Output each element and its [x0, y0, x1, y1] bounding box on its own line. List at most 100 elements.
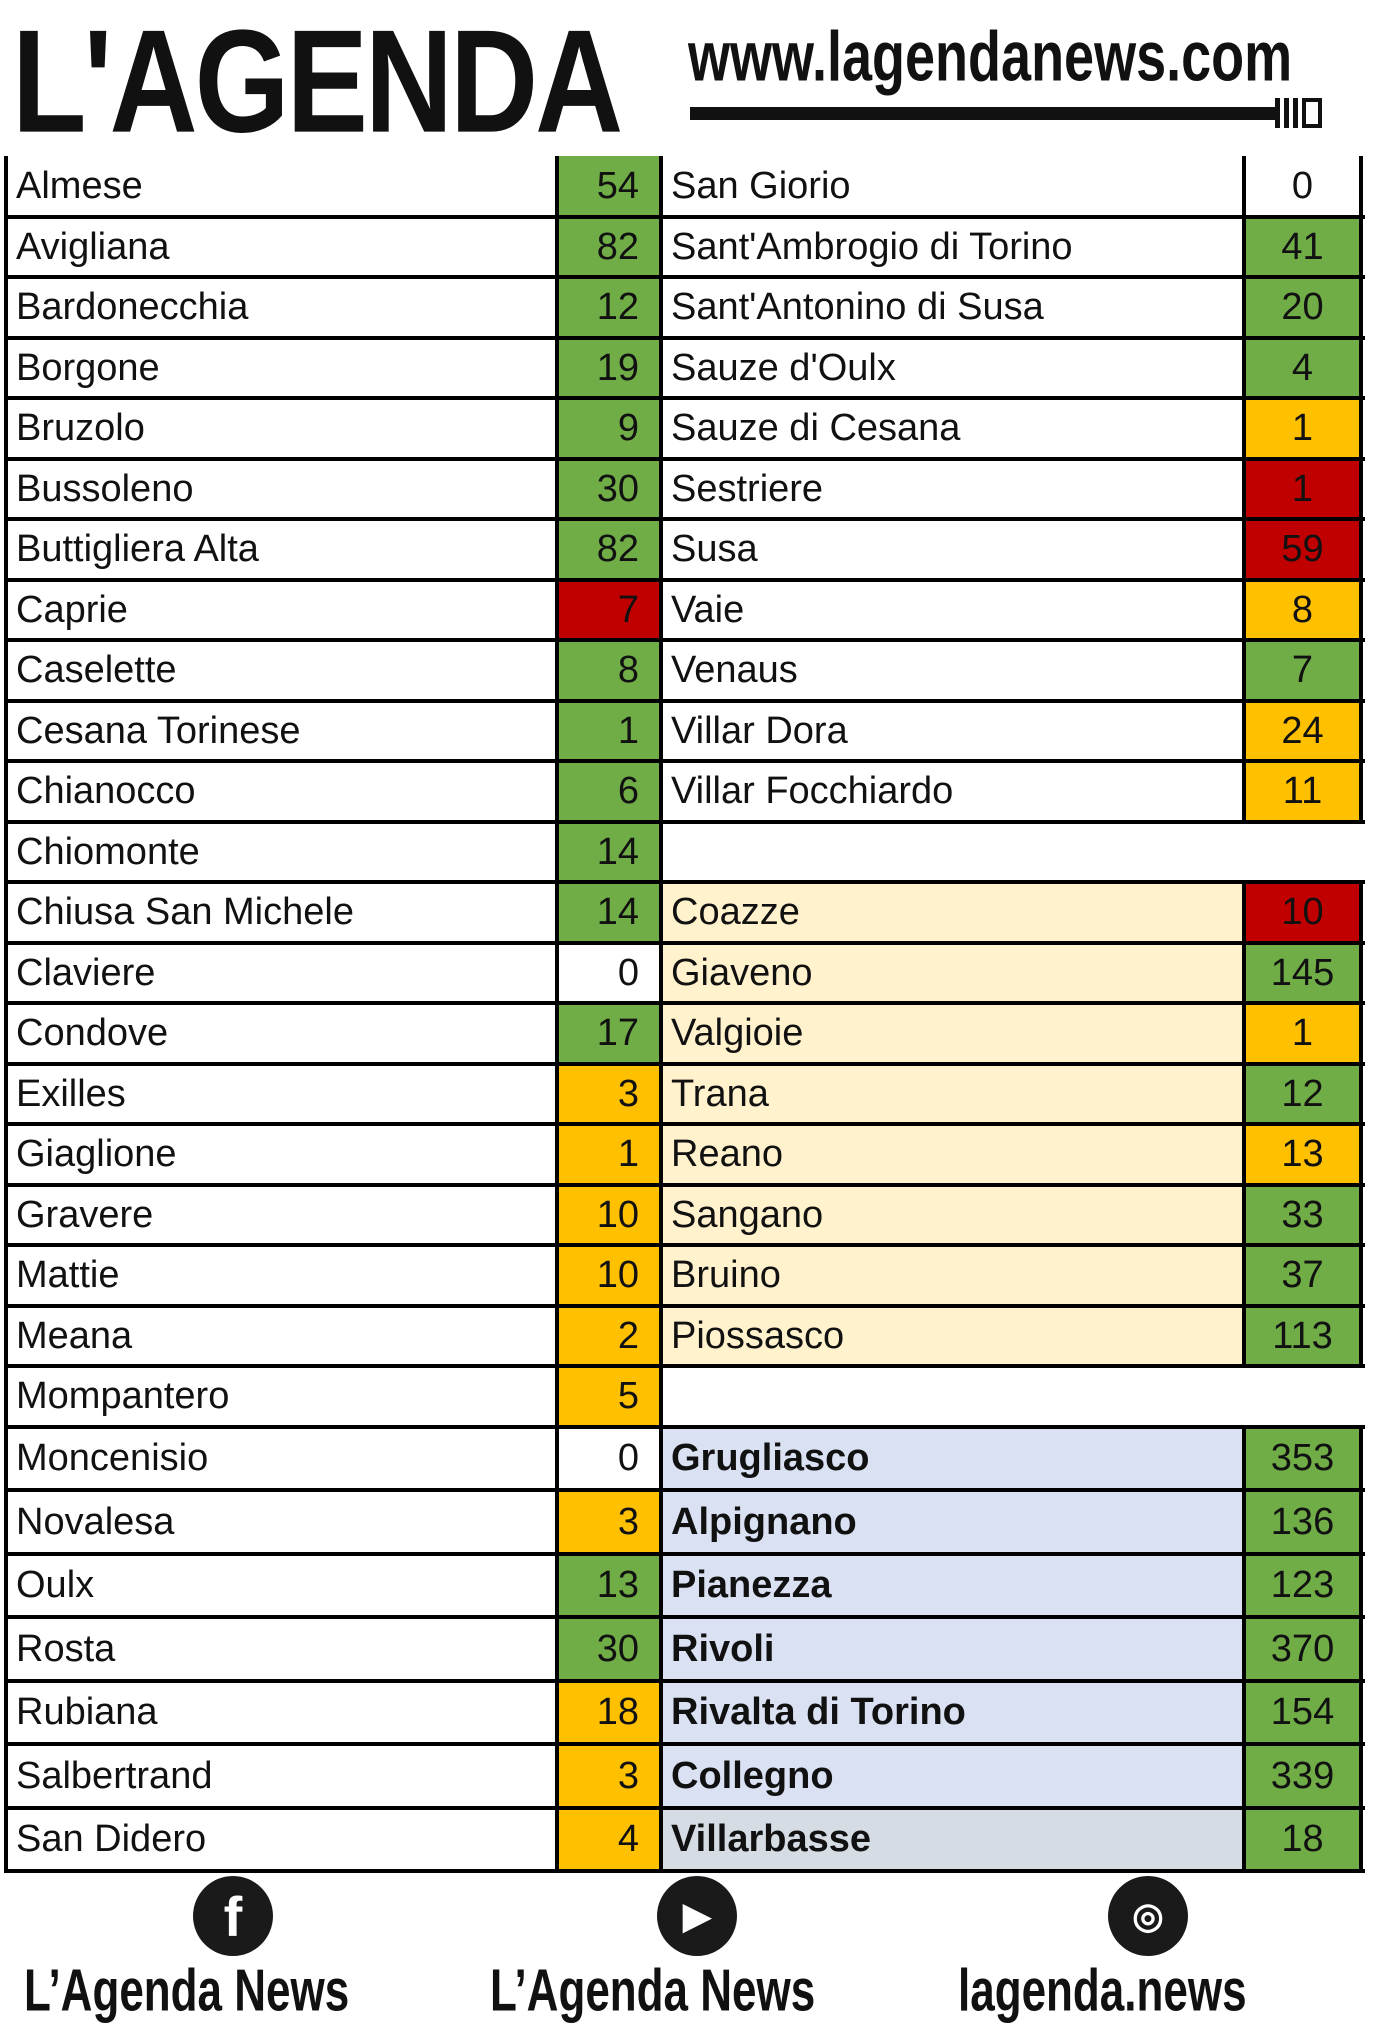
website-url[interactable]: www.lagendanews.com — [688, 18, 1293, 97]
right-name-cell: Sauze d'Oulx — [661, 337, 1244, 398]
right-name-cell: Rivoli — [661, 1617, 1244, 1681]
right-name-cell: Bruino — [661, 1245, 1244, 1306]
grid-line — [1359, 277, 1363, 340]
youtube-icon[interactable]: ▶ — [657, 1876, 737, 1956]
grid-line — [6, 1742, 1365, 1746]
grid-line — [1359, 1490, 1363, 1556]
lagenda-logo: L'AGENDA — [12, 0, 672, 160]
grid-line — [1242, 1426, 1246, 1492]
left-value-cell: 3 — [557, 1063, 661, 1124]
grid-line — [1242, 398, 1246, 461]
grid-line — [1242, 1245, 1246, 1308]
left-value-cell: 14 — [557, 882, 661, 943]
right-value-cell: 8 — [1244, 579, 1361, 640]
right-value-cell: 339 — [1244, 1744, 1361, 1808]
grid-line — [6, 1869, 1365, 1873]
right-value-cell: 1 — [1244, 398, 1361, 459]
grid-line — [1359, 216, 1363, 279]
grid-line — [6, 1364, 1365, 1368]
right-value-cell: 33 — [1244, 1184, 1361, 1245]
grid-line — [1359, 1245, 1363, 1308]
left-name-cell: Bruzolo — [6, 398, 557, 459]
left-value-cell: 6 — [557, 761, 661, 822]
right-name-cell: Villar Dora — [661, 700, 1244, 761]
right-value-cell: 4 — [1244, 337, 1361, 398]
right-name-cell: Sestriere — [661, 458, 1244, 519]
grid-line — [1242, 1807, 1246, 1873]
grid-line — [6, 1805, 1365, 1810]
grid-line — [1359, 337, 1363, 400]
left-name-cell: Claviere — [6, 942, 557, 1003]
right-value-cell: 18 — [1244, 1807, 1361, 1871]
right-value-cell: 11 — [1244, 761, 1361, 822]
instagram-icon[interactable]: ◎ — [1108, 1876, 1188, 1956]
right-name-cell: Sant'Antonino di Susa — [661, 277, 1244, 338]
right-name-cell: Collegno — [661, 1744, 1244, 1808]
grid-line — [1242, 156, 1246, 219]
left-value-cell: 7 — [557, 579, 661, 640]
right-value-cell: 41 — [1244, 216, 1361, 277]
grid-line — [6, 1488, 1365, 1492]
right-value-cell: 7 — [1244, 640, 1361, 701]
facebook-icon[interactable]: f — [193, 1876, 273, 1956]
left-value-cell: 19 — [557, 337, 661, 398]
grid-line — [6, 396, 1365, 400]
left-name-cell: Gravere — [6, 1184, 557, 1245]
right-name-cell: Reano — [661, 1124, 1244, 1185]
left-name-cell: Chiusa San Michele — [6, 882, 557, 943]
grid-line — [1242, 700, 1246, 763]
left-value-cell: 14 — [557, 821, 661, 882]
grid-line — [6, 698, 1365, 703]
left-name-cell: Exilles — [6, 1063, 557, 1124]
left-value-cell: 82 — [557, 216, 661, 277]
left-value-cell: 9 — [557, 398, 661, 459]
right-name-cell: San Giorio — [661, 156, 1244, 217]
left-value-cell: 1 — [557, 700, 661, 761]
grid-line — [6, 880, 1365, 884]
grid-line — [1242, 640, 1246, 703]
grid-line — [1242, 1003, 1246, 1066]
left-value-cell: 10 — [557, 1245, 661, 1306]
grid-line — [4, 156, 8, 1873]
right-value-cell: 113 — [1244, 1305, 1361, 1366]
grid-line — [1359, 579, 1363, 642]
grid-line — [1359, 519, 1363, 582]
left-name-cell: Novalesa — [6, 1490, 557, 1554]
grid-line — [1242, 1744, 1246, 1810]
left-value-cell: 1 — [557, 1124, 661, 1185]
grid-line — [1359, 882, 1363, 945]
grid-line — [1359, 1553, 1363, 1619]
grid-line — [1359, 1124, 1363, 1187]
plug-icon — [1275, 98, 1325, 128]
right-name-cell: Piossasco — [661, 1305, 1244, 1366]
grid-line — [6, 1243, 1365, 1247]
left-value-cell: 8 — [557, 640, 661, 701]
grid-line — [1242, 277, 1246, 340]
grid-line — [6, 1303, 1365, 1308]
grid-line — [1242, 1063, 1246, 1126]
grid-line — [6, 940, 1365, 945]
footer-label[interactable]: L’Agenda News — [24, 1957, 350, 2025]
grid-line — [1359, 458, 1363, 521]
left-value-cell: 12 — [557, 277, 661, 338]
grid-line — [6, 1061, 1365, 1066]
right-value-cell: 20 — [1244, 277, 1361, 338]
grid-line — [6, 638, 1365, 642]
grid-line — [1242, 1553, 1246, 1619]
grid-line — [6, 456, 1365, 461]
grid-line — [1359, 1063, 1363, 1126]
grid-line — [1359, 1744, 1363, 1810]
left-value-cell: 17 — [557, 1003, 661, 1064]
left-value-cell: 3 — [557, 1744, 661, 1808]
grid-line — [1242, 1184, 1246, 1247]
right-name-cell: Trana — [661, 1063, 1244, 1124]
footer-label[interactable]: L’Agenda News — [490, 1957, 816, 2025]
right-name-cell: Villar Focchiardo — [661, 761, 1244, 822]
right-value-cell: 154 — [1244, 1680, 1361, 1744]
grid-line — [1359, 1426, 1363, 1492]
footer-label[interactable]: lagenda.news — [958, 1957, 1247, 2025]
left-name-cell: Rosta — [6, 1617, 557, 1681]
left-name-cell: Bussoleno — [6, 458, 557, 519]
grid-line — [1242, 1680, 1246, 1746]
right-value-cell: 370 — [1244, 1617, 1361, 1681]
